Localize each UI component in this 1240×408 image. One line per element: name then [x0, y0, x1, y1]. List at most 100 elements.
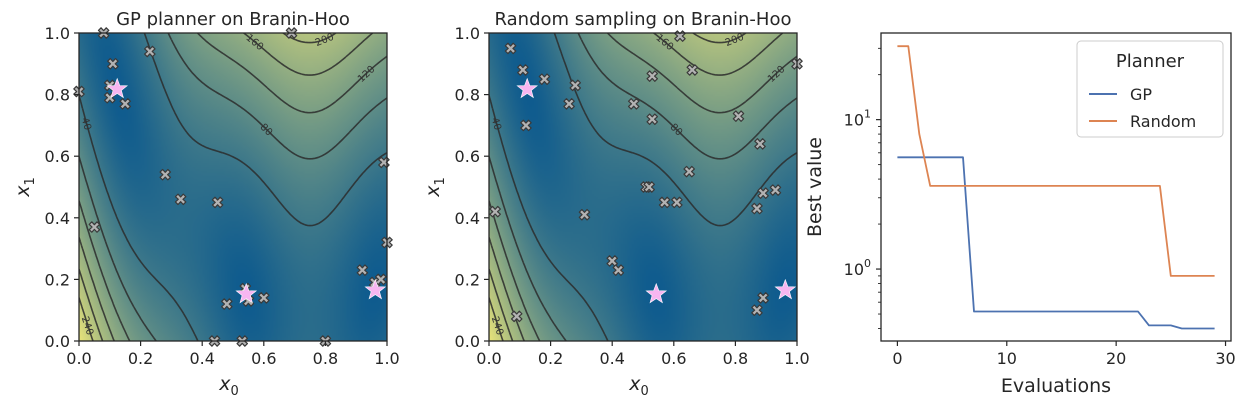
objective-heatmap: [79, 33, 387, 341]
y-axis-label: x1: [12, 177, 38, 198]
contour-40: [79, 33, 387, 341]
sample-point-27: [510, 310, 523, 323]
contour-40: [489, 33, 797, 341]
sample-point-13: [221, 298, 233, 310]
sample-point-23: [757, 187, 769, 199]
sample-point-11: [686, 64, 699, 76]
x-tick-label: 10: [997, 349, 1017, 368]
y-axis-label: x1: [422, 177, 448, 198]
y-tick-label: 0.2: [45, 270, 70, 289]
legend-box: [1076, 40, 1224, 138]
sample-point-8: [646, 70, 659, 82]
sample-point-20: [356, 264, 369, 276]
y-tick-label: 0.8: [455, 86, 480, 105]
optimum-star-2: [235, 282, 258, 304]
sample-point-3: [538, 73, 551, 85]
y-tick-label: 1.0: [45, 24, 70, 43]
sample-point-2: [517, 64, 529, 76]
contour-80: [489, 33, 797, 341]
sample-point-24: [769, 184, 782, 196]
panel-title: Random sampling on Branin-Hoo: [495, 9, 792, 30]
sample-point-5: [563, 98, 575, 110]
plot-frame: [880, 32, 1232, 342]
x-axis-label: x0: [628, 373, 649, 399]
optimum-star-1: [106, 77, 128, 99]
x-tick-label: 20: [1106, 349, 1126, 368]
optimum-star-2: [645, 282, 668, 304]
plot-frame: [488, 32, 798, 342]
sample-point-25: [606, 255, 618, 267]
legend-label-random: Random: [1130, 112, 1196, 131]
sample-point-5: [119, 98, 131, 110]
y-tick-label: 0.8: [45, 86, 70, 105]
contour-label-40: 40: [79, 116, 93, 131]
y-tick-label: 101: [844, 108, 871, 130]
panel-title: GP planner on Branin-Hoo: [116, 9, 350, 30]
y-tick-label: 0.0: [45, 332, 70, 351]
x-axis-label: Evaluations: [1001, 375, 1111, 397]
sample-point-10: [159, 168, 172, 181]
y-tick-label: 100: [844, 257, 871, 279]
panel-3: 0 10 20 30 100 101 Evaluations Best value Planne…: [804, 32, 1236, 397]
sample-point-11: [174, 193, 187, 206]
sample-point-16: [258, 292, 270, 304]
contour-80: [79, 33, 387, 341]
y-axis-label: Best value: [804, 137, 826, 237]
y-tick-label: 0.4: [455, 209, 480, 228]
plot-frame: [78, 32, 388, 342]
x-tick-label: 30: [1215, 349, 1235, 368]
sample-point-13: [754, 138, 766, 150]
series-line-gp: [897, 156, 1215, 330]
contour-label-40: 40: [489, 116, 503, 131]
optimum-star-3: [774, 278, 797, 300]
sample-point-1: [504, 42, 517, 55]
x-axis-label: x0: [218, 373, 239, 399]
legend-label-gp: GP: [1130, 85, 1152, 104]
y-tick-label: 0.2: [455, 270, 480, 289]
sample-point-2: [107, 58, 119, 70]
sample-point-28: [751, 304, 763, 316]
sample-point-12: [211, 196, 224, 209]
x-tick-label: 0.6: [661, 349, 686, 368]
sample-point-20: [658, 196, 671, 209]
sample-point-26: [612, 264, 625, 276]
x-tick-label: 0.8: [723, 349, 748, 368]
contour-120: [79, 33, 387, 341]
sample-point-4: [569, 79, 582, 92]
sample-point-12: [732, 110, 745, 122]
axis-ticks: 0 10 20 30 100 101: [844, 47, 1236, 368]
y-tick-label: 1.0: [455, 24, 480, 43]
sample-point-6: [144, 45, 156, 58]
x-tick-label: 0.4: [189, 349, 214, 368]
x-tick-label: 0.6: [251, 349, 276, 368]
axis-ticks: 0.0 0.2 0.4 0.6 0.8 1.0 0.0 0.2 0.4 0.6 0.8 1.0: [455, 24, 810, 368]
x-tick-label: 0.0: [66, 349, 91, 368]
optimum-star-3: [364, 278, 387, 300]
sample-point-15: [489, 205, 501, 218]
x-tick-label: 0.2: [128, 349, 153, 368]
sample-point-19: [683, 165, 695, 178]
global-optima: [106, 77, 387, 304]
legend-title: Planner: [1116, 51, 1185, 72]
sample-point-9: [646, 113, 659, 126]
sample-point-9: [88, 221, 101, 233]
optimum-star-1: [516, 77, 538, 99]
y-tick-label: 0.4: [45, 209, 70, 228]
sample-point-22: [751, 202, 763, 215]
x-tick-label: 0.2: [538, 349, 563, 368]
sampled-points: [489, 30, 803, 323]
x-tick-label: 0.4: [599, 349, 624, 368]
series-line-random: [897, 45, 1215, 277]
x-tick-label: 1.0: [374, 349, 399, 368]
x-tick-label: 0.8: [313, 349, 338, 368]
axis-ticks: 0.0 0.2 0.4 0.6 0.8 1.0 0.0 0.2 0.4 0.6 0.8 1.0: [45, 24, 400, 368]
contour-160: [489, 33, 784, 341]
sample-point-18: [643, 181, 655, 193]
x-tick-label: 0.0: [476, 349, 501, 368]
global-optima: [516, 77, 797, 304]
y-tick-label: 0.0: [455, 332, 480, 351]
sample-point-29: [757, 292, 769, 304]
y-tick-label: 0.6: [455, 147, 480, 166]
